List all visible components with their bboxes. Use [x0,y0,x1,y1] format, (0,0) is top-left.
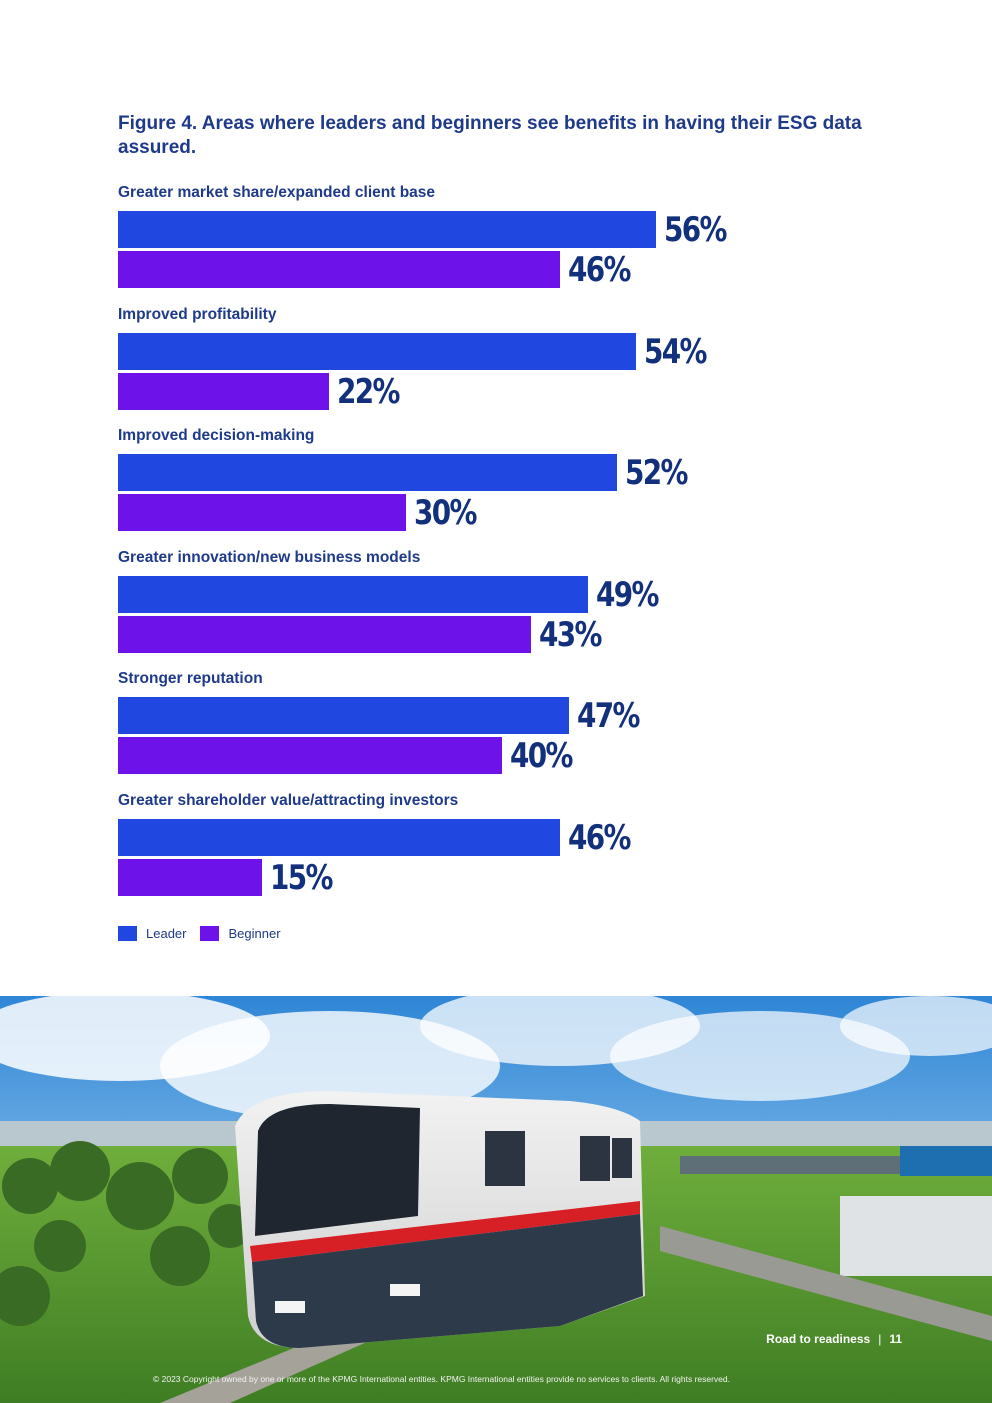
legend-item-beginner: Beginner [200,926,281,941]
legend-label-beginner: Beginner [228,926,281,941]
bar-beginner [118,737,502,774]
copyright-notice: © 2023 Copyright owned by one or more of… [153,1374,730,1384]
footer-separator: | [878,1332,882,1346]
bar-beginner [118,615,531,653]
bar-leader [118,211,656,248]
bar-leader [118,697,570,734]
footer-section: Road to readiness [766,1332,871,1346]
data-label-beginner: 43% [538,614,602,655]
bar-leader [118,575,589,613]
data-label-leader: 54% [644,331,707,372]
bar-leader [118,818,560,856]
monorail-photo [0,996,992,1403]
bar-beginner [118,372,330,410]
data-label-leader: 52% [625,453,688,493]
category-label: Greater market share/expanded client bas… [118,184,436,201]
data-label-beginner: 40% [510,736,573,776]
page-number: 11 [889,1332,902,1346]
bar-beginner [118,494,406,531]
data-label-beginner: 30% [414,493,477,533]
data-label-beginner: 22% [337,371,400,412]
data-label-leader: 46% [567,817,631,858]
data-label-beginner: 46% [567,250,631,290]
bar-leader [118,454,618,491]
category-label: Greater shareholder value/attracting inv… [118,791,459,809]
category-label: Improved profitability [118,305,277,323]
legend-swatch-beginner [200,926,220,941]
bar-chart: Greater market share/expanded client bas… [118,184,727,898]
category-label: Improved decision-making [118,427,315,444]
data-label-leader: 56% [663,210,727,250]
chart-legend: Leader Beginner [118,926,281,941]
page-footer: Road to readiness | 11 [766,1332,902,1346]
legend-item-leader: Leader [118,926,186,941]
figure-title: Figure 4. Areas where leaders and beginn… [118,113,862,158]
bar-beginner [118,251,560,288]
data-label-leader: 49% [596,574,659,615]
data-label-beginner: 15% [270,857,333,898]
bar-leader [118,332,637,370]
category-label: Greater innovation/new business models [118,548,421,566]
bar-beginner [118,858,262,896]
legend-swatch-leader [118,926,137,941]
legend-label-leader: Leader [146,926,187,941]
category-label: Stronger reputation [118,670,263,687]
data-label-leader: 47% [577,696,640,736]
